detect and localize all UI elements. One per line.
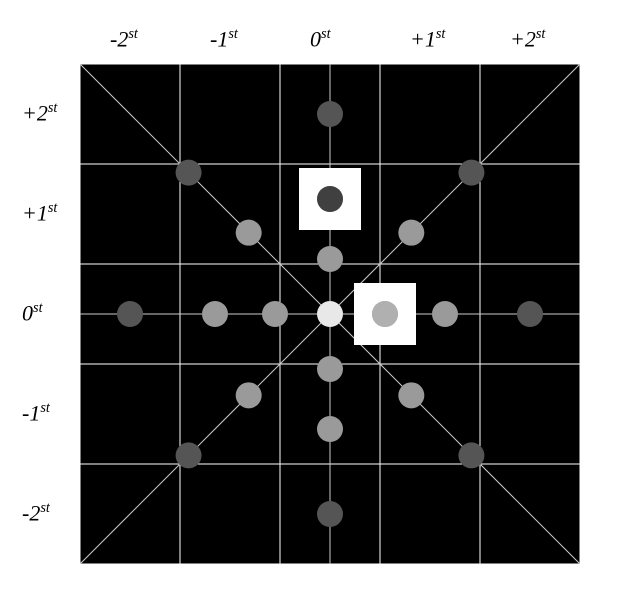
axis-left-label: -2st xyxy=(22,500,50,526)
axis-left-label: +2st xyxy=(22,100,57,126)
dot-highlighted xyxy=(372,301,398,327)
axis-top-label: +1st xyxy=(410,26,445,52)
dot-outer xyxy=(458,160,484,186)
dot-inner xyxy=(398,220,424,246)
axis-top-label: -1st xyxy=(210,26,238,52)
dot-outer xyxy=(317,501,343,527)
axis-top-label: -2st xyxy=(110,26,138,52)
axis-top-label: +2st xyxy=(510,26,545,52)
dot-inner xyxy=(202,301,228,327)
dot-axial-inner xyxy=(317,246,343,272)
dot-axial-inner xyxy=(262,301,288,327)
dot-outer xyxy=(317,101,343,127)
axis-left-label: -1st xyxy=(22,400,50,426)
dot-outer xyxy=(517,301,543,327)
dot-outer xyxy=(458,442,484,468)
dot-inner xyxy=(398,382,424,408)
dot-outer xyxy=(176,160,202,186)
dot-center xyxy=(317,301,343,327)
dot-highlighted xyxy=(317,186,343,212)
dot-inner xyxy=(236,220,262,246)
dot-inner xyxy=(236,382,262,408)
dot-outer xyxy=(117,301,143,327)
dot-outer xyxy=(176,442,202,468)
diffraction-plot xyxy=(0,0,618,613)
axis-left-label: +1st xyxy=(22,200,57,226)
axis-top-label: 0st xyxy=(310,26,331,52)
axis-left-label: 0st xyxy=(22,300,43,326)
dot-inner xyxy=(432,301,458,327)
dot-axial-inner xyxy=(317,356,343,382)
dot-inner xyxy=(317,416,343,442)
